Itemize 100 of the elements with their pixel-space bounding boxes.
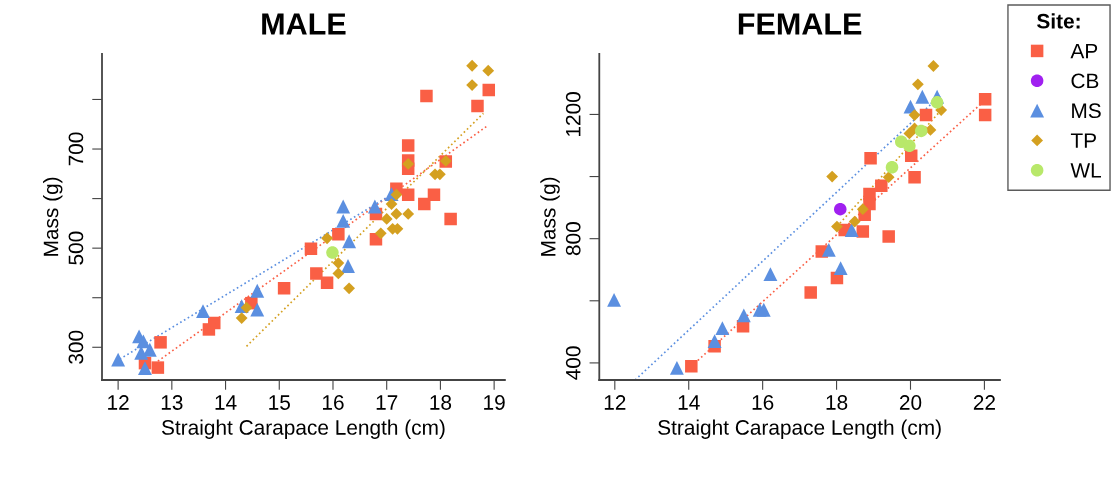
point (911, 78, 924, 91)
x-tick-label: 12 (604, 395, 626, 410)
point (380, 213, 393, 225)
x-tick-label: 13 (161, 395, 183, 410)
point (196, 304, 210, 319)
point (277, 282, 291, 295)
point (343, 282, 355, 295)
point (320, 276, 334, 290)
point (915, 89, 930, 104)
point (336, 213, 351, 228)
y-axis-title: Mass (g) (43, 177, 63, 256)
point (374, 227, 387, 240)
point (756, 302, 771, 317)
point (402, 208, 415, 220)
point (482, 64, 495, 77)
y-tick-label: 800 (565, 222, 581, 256)
point (669, 360, 684, 375)
x-tick-label: 22 (973, 395, 995, 410)
point (310, 267, 323, 280)
point (420, 89, 433, 103)
y-axis-title: Mass (g) (540, 177, 560, 256)
point (332, 267, 345, 280)
point (385, 198, 398, 210)
point (390, 208, 403, 220)
point (111, 352, 126, 367)
point (304, 242, 318, 255)
legend-label: CB (1071, 73, 1099, 89)
x-tick-label: 17 (376, 395, 398, 410)
point (736, 308, 751, 323)
point (834, 202, 847, 216)
point (367, 199, 382, 214)
x-tick-label: 15 (269, 395, 290, 410)
point (707, 334, 722, 349)
point (831, 220, 843, 233)
point (466, 59, 478, 72)
point (332, 257, 345, 269)
point (444, 212, 457, 226)
legend-label: MS (1072, 103, 1101, 119)
x-tick-label: 14 (215, 395, 237, 410)
point (882, 230, 895, 243)
x-axis-title: Straight Carapace Length (cm) (161, 419, 445, 439)
point (821, 242, 836, 257)
point (342, 234, 357, 249)
y-tick-label: 500 (68, 231, 84, 265)
point (856, 225, 870, 238)
point (240, 301, 253, 314)
y-tick-label: 700 (68, 132, 84, 166)
legend-label: AP (1070, 43, 1098, 59)
point (250, 302, 265, 317)
x-tick-label: 16 (322, 395, 344, 410)
point (151, 361, 165, 374)
point (844, 223, 859, 237)
legend-title: Site: (1037, 13, 1080, 29)
point (903, 127, 916, 140)
chart-title: MALE (262, 13, 346, 35)
point (154, 336, 167, 349)
point (336, 199, 351, 214)
point (885, 160, 899, 174)
point (235, 312, 248, 324)
point (607, 292, 622, 307)
point (903, 139, 916, 153)
point (848, 215, 861, 228)
x-tick-label: 14 (678, 395, 700, 410)
x-tick-label: 18 (430, 395, 452, 410)
point (341, 259, 355, 273)
point (927, 60, 940, 72)
point (875, 179, 888, 193)
legend-label: WL (1070, 163, 1102, 178)
point (142, 342, 157, 357)
y-tick-label: 300 (68, 330, 84, 364)
point (326, 246, 339, 259)
x-axis-title: Straight Carapace Length (cm) (658, 419, 941, 439)
point (402, 158, 415, 170)
point (427, 188, 441, 201)
point (763, 267, 778, 282)
point (856, 203, 869, 216)
x-tick-label: 18 (826, 395, 848, 410)
x-tick-label: 12 (108, 395, 129, 410)
point (250, 283, 265, 298)
x-tick-label: 19 (484, 395, 505, 410)
legend-label: TP (1070, 133, 1096, 148)
y-tick-label: 400 (565, 346, 581, 380)
point (471, 99, 484, 113)
point (864, 151, 877, 165)
point (978, 92, 992, 106)
y-tick-label: 1200 (565, 92, 581, 137)
point (833, 261, 848, 276)
point (882, 171, 895, 184)
point (930, 96, 944, 109)
point (418, 197, 431, 211)
point (914, 124, 928, 138)
point (685, 360, 698, 373)
point (826, 170, 839, 183)
point (401, 139, 415, 152)
point (919, 108, 933, 122)
point (482, 83, 496, 97)
point (804, 286, 817, 299)
point (401, 188, 415, 201)
point (390, 188, 403, 201)
point (138, 361, 152, 376)
